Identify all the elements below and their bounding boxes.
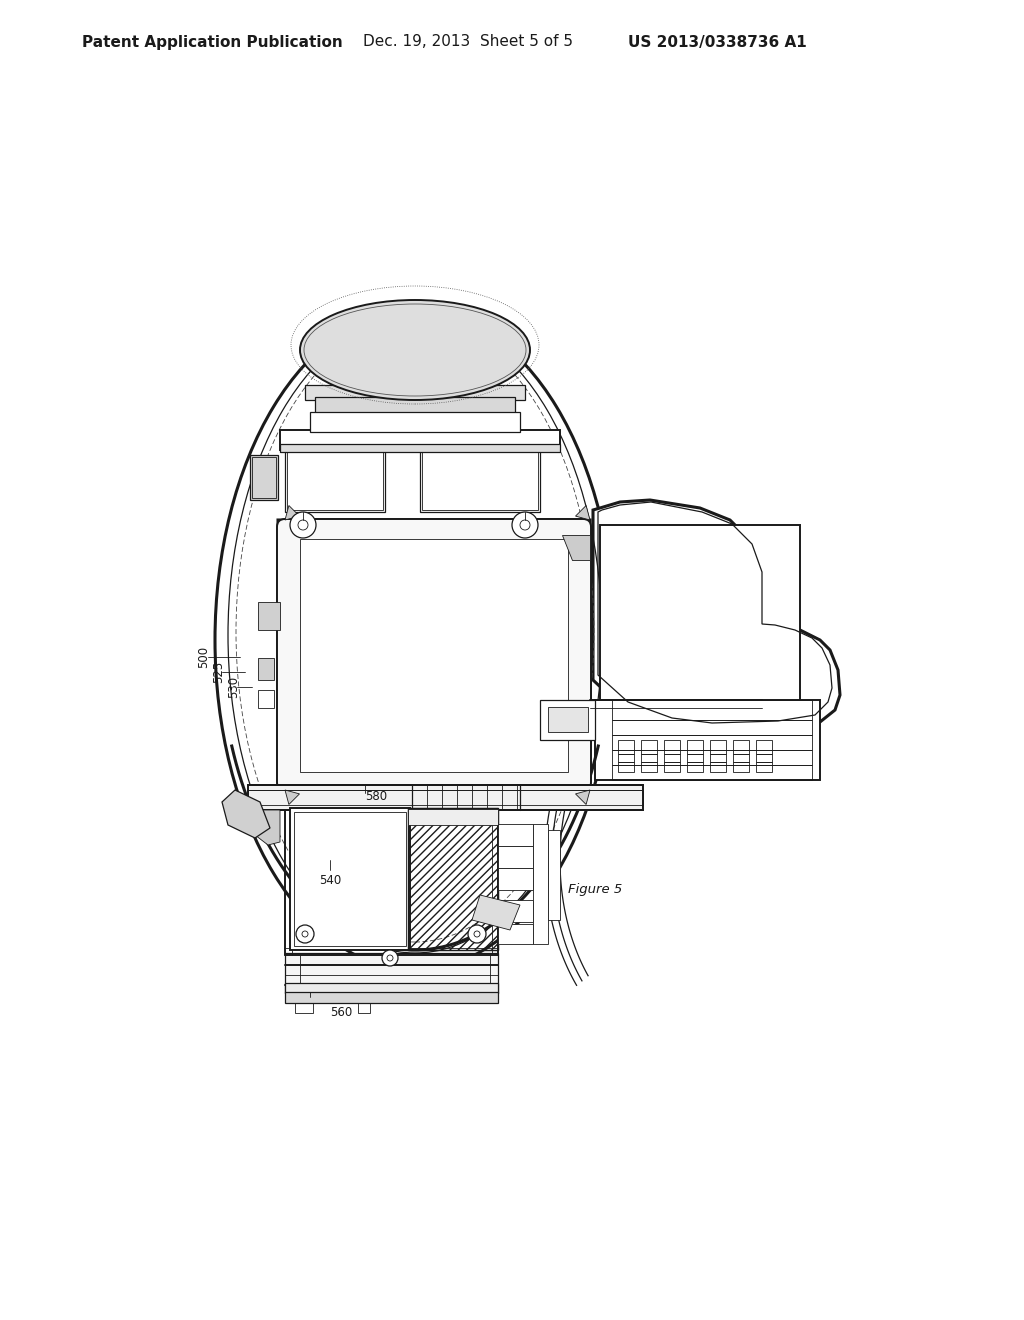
Polygon shape: [222, 789, 270, 838]
Text: 540: 540: [318, 874, 341, 887]
Bar: [305, 385, 525, 400]
Bar: [641, 762, 657, 772]
Text: 550: 550: [295, 994, 317, 1006]
Bar: [540, 700, 595, 741]
Bar: [612, 750, 812, 766]
Text: Dec. 19, 2013  Sheet 5 of 5: Dec. 19, 2013 Sheet 5 of 5: [362, 34, 573, 49]
Bar: [710, 741, 726, 754]
Bar: [498, 900, 534, 921]
Bar: [548, 708, 588, 733]
Bar: [595, 700, 820, 780]
Bar: [290, 808, 410, 950]
Bar: [408, 808, 498, 950]
Ellipse shape: [215, 310, 615, 970]
Bar: [280, 430, 560, 450]
Ellipse shape: [300, 300, 530, 400]
Bar: [664, 762, 680, 772]
Bar: [612, 766, 812, 780]
Bar: [295, 1003, 313, 1012]
Bar: [285, 450, 385, 512]
Text: 525: 525: [212, 661, 225, 684]
Bar: [612, 719, 812, 735]
Bar: [612, 735, 812, 750]
Bar: [641, 754, 657, 762]
Text: US 2013/0338736 A1: US 2013/0338736 A1: [628, 34, 807, 49]
Bar: [498, 924, 534, 944]
Bar: [710, 754, 726, 762]
Circle shape: [512, 512, 538, 539]
Bar: [687, 741, 703, 754]
Bar: [310, 412, 520, 432]
FancyBboxPatch shape: [278, 519, 591, 789]
Bar: [756, 741, 772, 754]
Bar: [600, 525, 800, 700]
Circle shape: [474, 931, 480, 937]
Text: 560: 560: [330, 1006, 352, 1019]
Circle shape: [298, 520, 308, 531]
Polygon shape: [285, 506, 299, 520]
Text: 530: 530: [227, 676, 240, 698]
Text: Patent Application Publication: Patent Application Publication: [82, 34, 343, 49]
Bar: [258, 602, 280, 630]
Bar: [733, 754, 749, 762]
Circle shape: [387, 954, 393, 961]
Bar: [285, 953, 498, 993]
Bar: [756, 762, 772, 772]
Polygon shape: [285, 789, 299, 804]
Bar: [664, 754, 680, 762]
Bar: [710, 762, 726, 772]
Bar: [664, 741, 680, 754]
Bar: [687, 762, 703, 772]
FancyBboxPatch shape: [278, 520, 590, 789]
Bar: [548, 830, 560, 920]
Bar: [300, 539, 568, 772]
Polygon shape: [575, 789, 590, 804]
Polygon shape: [255, 810, 280, 845]
Bar: [422, 451, 538, 510]
Circle shape: [468, 925, 486, 942]
Bar: [294, 812, 406, 946]
Circle shape: [296, 925, 314, 942]
Bar: [258, 690, 274, 708]
Bar: [285, 993, 498, 1003]
Text: 500: 500: [197, 645, 210, 668]
Bar: [280, 444, 560, 451]
Bar: [408, 808, 498, 950]
Bar: [498, 824, 534, 846]
Circle shape: [302, 931, 308, 937]
Bar: [756, 754, 772, 762]
Bar: [250, 455, 278, 500]
Bar: [733, 741, 749, 754]
Bar: [248, 785, 643, 810]
Bar: [287, 451, 383, 510]
Bar: [618, 741, 634, 754]
Bar: [280, 446, 560, 451]
Circle shape: [290, 512, 316, 539]
Polygon shape: [575, 506, 590, 520]
Bar: [618, 762, 634, 772]
Polygon shape: [562, 535, 590, 560]
Text: Figure 5: Figure 5: [568, 883, 623, 896]
Bar: [408, 809, 498, 825]
Bar: [687, 754, 703, 762]
Bar: [641, 741, 657, 754]
Bar: [498, 846, 534, 869]
Bar: [498, 869, 534, 890]
Bar: [252, 457, 276, 498]
Text: 580: 580: [365, 791, 387, 804]
Bar: [358, 1003, 370, 1012]
Polygon shape: [593, 500, 840, 730]
Bar: [612, 700, 812, 719]
Polygon shape: [472, 895, 520, 931]
Bar: [534, 824, 548, 944]
Bar: [248, 789, 643, 805]
Bar: [315, 397, 515, 414]
Circle shape: [382, 950, 398, 966]
Bar: [258, 657, 274, 680]
Bar: [618, 754, 634, 762]
Circle shape: [520, 520, 530, 531]
Bar: [285, 983, 498, 993]
Bar: [733, 762, 749, 772]
Bar: [420, 450, 540, 512]
